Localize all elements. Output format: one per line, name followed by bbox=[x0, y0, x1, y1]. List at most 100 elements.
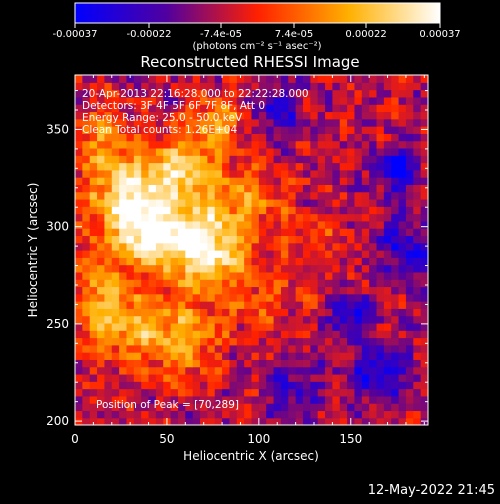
heatmap-cell bbox=[170, 162, 179, 171]
heatmap-cell bbox=[317, 403, 326, 412]
heatmap-cell bbox=[302, 96, 311, 105]
heatmap-cell bbox=[126, 184, 135, 193]
heatmap-cell bbox=[317, 279, 326, 288]
heatmap-cell bbox=[266, 250, 275, 258]
heatmap-cell bbox=[111, 330, 120, 339]
heatmap-cell bbox=[170, 403, 179, 412]
heatmap-cell bbox=[325, 330, 333, 339]
heatmap-cell bbox=[126, 344, 135, 353]
heatmap-cell bbox=[185, 147, 194, 156]
heatmap-cell bbox=[339, 257, 348, 266]
heatmap-cell bbox=[280, 213, 289, 222]
heatmap-cell bbox=[155, 184, 164, 193]
heatmap-cell bbox=[361, 162, 370, 171]
heatmap-cell bbox=[273, 111, 282, 120]
heatmap-cell bbox=[302, 111, 311, 120]
heatmap-cell bbox=[413, 177, 422, 185]
heatmap-cell bbox=[155, 395, 164, 404]
heatmap-cell bbox=[177, 206, 186, 215]
heatmap-cell bbox=[258, 279, 267, 288]
heatmap-cell bbox=[413, 104, 422, 113]
heatmap-cell bbox=[369, 220, 378, 229]
heatmap-cell bbox=[369, 162, 378, 171]
heatmap-cell bbox=[332, 417, 341, 425]
heatmap-cell bbox=[295, 330, 304, 339]
heatmap-cell bbox=[354, 410, 363, 419]
heatmap-cell bbox=[75, 242, 83, 251]
heatmap-cell bbox=[163, 213, 172, 222]
heatmap-cell bbox=[273, 352, 282, 360]
heatmap-cell bbox=[236, 126, 245, 134]
heatmap-cell bbox=[405, 352, 414, 360]
heatmap-cell bbox=[148, 337, 157, 346]
heatmap-cell bbox=[332, 366, 341, 375]
heatmap-cell bbox=[148, 155, 157, 164]
heatmap-cell bbox=[405, 373, 414, 382]
heatmap-cell bbox=[177, 330, 186, 339]
heatmap-cell bbox=[347, 359, 356, 368]
heatmap-cell bbox=[170, 133, 179, 142]
heatmap-cell bbox=[420, 177, 428, 185]
heatmap-cell bbox=[251, 264, 260, 273]
heatmap-cell bbox=[111, 271, 120, 280]
heatmap-cell bbox=[273, 417, 282, 425]
heatmap-cell bbox=[155, 191, 164, 200]
heatmap-cell bbox=[420, 301, 428, 309]
heatmap-cell bbox=[163, 206, 172, 215]
heatmap-cell bbox=[361, 82, 370, 91]
heatmap-cell bbox=[207, 352, 216, 360]
heatmap-cell bbox=[325, 133, 333, 142]
heatmap-cell bbox=[302, 242, 311, 251]
heatmap-cell bbox=[170, 250, 179, 258]
heatmap-cell bbox=[310, 184, 319, 193]
heatmap-cell bbox=[163, 308, 172, 317]
heatmap-cell bbox=[347, 177, 356, 185]
heatmap-cell bbox=[354, 177, 363, 185]
heatmap-cell bbox=[141, 264, 150, 273]
heatmap-cell bbox=[155, 177, 164, 185]
heatmap-cell bbox=[111, 206, 120, 215]
heatmap-cell bbox=[89, 133, 98, 142]
heatmap-cell bbox=[207, 301, 216, 309]
heatmap-cell bbox=[369, 293, 378, 302]
heatmap-cell bbox=[288, 366, 297, 375]
heatmap-cell bbox=[295, 337, 304, 346]
heatmap-cell bbox=[361, 359, 370, 368]
heatmap-cell bbox=[170, 286, 179, 295]
heatmap-cell bbox=[177, 359, 186, 368]
heatmap-cell bbox=[200, 410, 208, 419]
heatmap-cell bbox=[354, 89, 363, 98]
heatmap-cell bbox=[177, 89, 186, 98]
heatmap-cell bbox=[413, 286, 422, 295]
heatmap-cell bbox=[126, 242, 135, 251]
heatmap-cell bbox=[75, 220, 83, 229]
heatmap-cell bbox=[317, 352, 326, 360]
heatmap-cell bbox=[97, 403, 106, 412]
heatmap-cell bbox=[383, 388, 392, 397]
heatmap-cell bbox=[155, 279, 164, 288]
heatmap-cell bbox=[229, 293, 238, 302]
heatmap-cell bbox=[258, 315, 267, 324]
heatmap-cell bbox=[163, 322, 172, 331]
heatmap-cell bbox=[229, 213, 238, 222]
heatmap-cell bbox=[280, 279, 289, 288]
heatmap-cell bbox=[97, 271, 106, 280]
heatmap-cell bbox=[104, 366, 113, 375]
heatmap-cell bbox=[317, 89, 326, 98]
heatmap-cell bbox=[251, 315, 260, 324]
heatmap-cell bbox=[119, 242, 128, 251]
heatmap-cell bbox=[177, 82, 186, 91]
heatmap-cell bbox=[310, 82, 319, 91]
heatmap-cell bbox=[207, 308, 216, 317]
heatmap-cell bbox=[89, 352, 98, 360]
heatmap-cell bbox=[332, 344, 341, 353]
heatmap-cell bbox=[288, 388, 297, 397]
heatmap-cell bbox=[222, 388, 231, 397]
heatmap-cell bbox=[383, 235, 392, 244]
heatmap-cell bbox=[332, 359, 341, 368]
heatmap-cell bbox=[207, 177, 216, 185]
heatmap-cell bbox=[133, 373, 142, 382]
heatmap-cell bbox=[133, 381, 142, 390]
heatmap-cell bbox=[332, 403, 341, 412]
heatmap-cell bbox=[104, 315, 113, 324]
